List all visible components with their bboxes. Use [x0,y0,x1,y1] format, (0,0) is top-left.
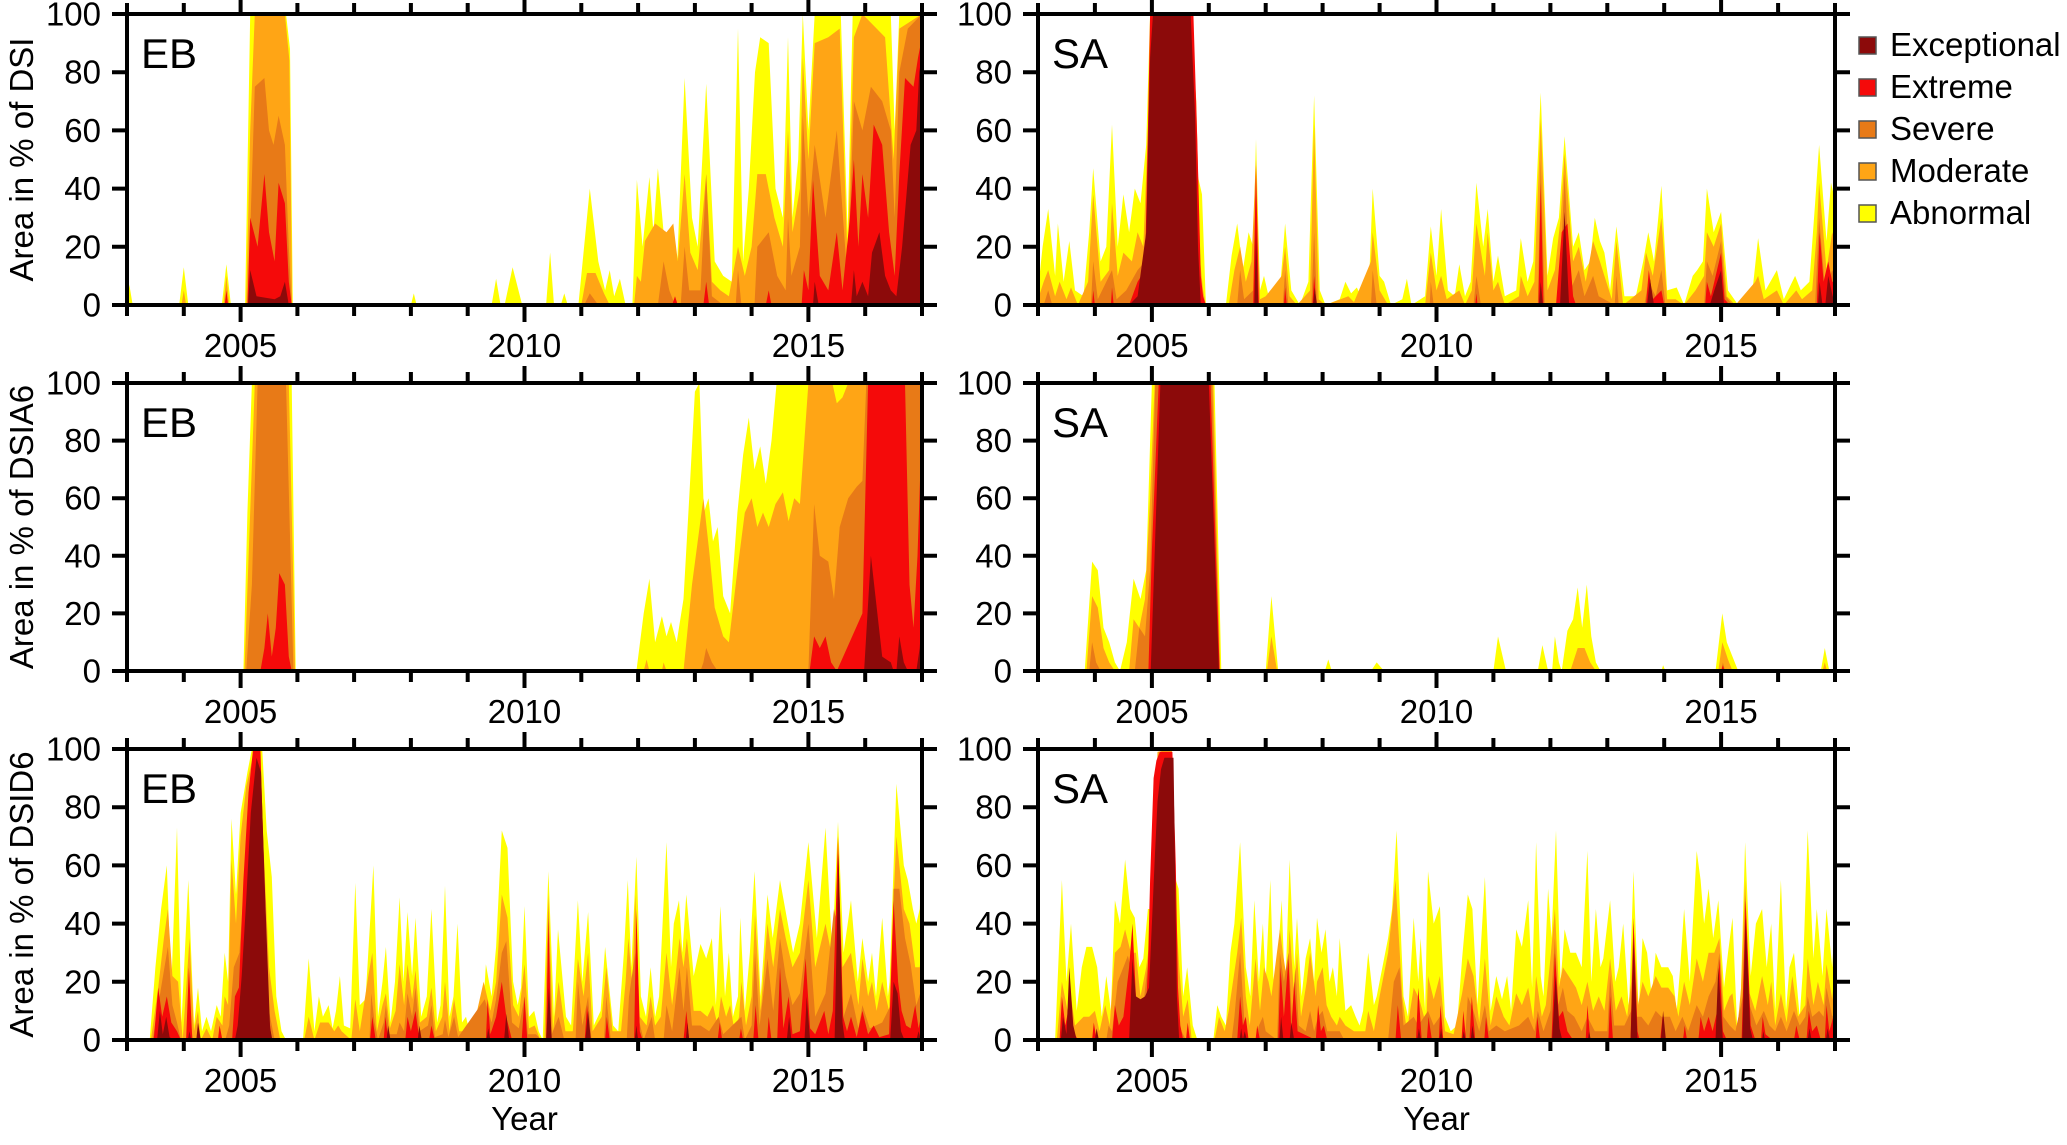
svg-text:Area in % of DSIA6: Area in % of DSIA6 [3,385,40,669]
svg-text:80: 80 [975,789,1012,826]
svg-text:2010: 2010 [1400,327,1473,364]
svg-text:2010: 2010 [488,693,561,730]
svg-text:100: 100 [957,0,1012,33]
svg-text:60: 60 [975,847,1012,884]
svg-text:2010: 2010 [488,327,561,364]
svg-text:2010: 2010 [1400,1062,1473,1099]
svg-text:2015: 2015 [772,693,845,730]
svg-text:Year: Year [491,1100,558,1137]
svg-text:2005: 2005 [204,693,277,730]
svg-text:2015: 2015 [1684,327,1757,364]
svg-text:40: 40 [64,170,101,207]
svg-text:40: 40 [975,170,1012,207]
svg-text:80: 80 [975,422,1012,459]
svg-text:2005: 2005 [204,1062,277,1099]
svg-text:40: 40 [975,537,1012,574]
svg-text:2010: 2010 [488,1062,561,1099]
svg-text:40: 40 [64,537,101,574]
svg-text:60: 60 [64,847,101,884]
svg-text:60: 60 [64,480,101,517]
svg-text:80: 80 [64,54,101,91]
svg-text:20: 20 [64,228,101,265]
svg-text:Area in % of DSID6: Area in % of DSID6 [3,751,40,1037]
svg-text:60: 60 [975,112,1012,149]
svg-text:EB: EB [141,399,197,446]
svg-text:0: 0 [994,1022,1012,1059]
svg-text:20: 20 [975,963,1012,1000]
svg-text:100: 100 [46,731,101,768]
svg-text:2015: 2015 [772,327,845,364]
svg-text:20: 20 [975,595,1012,632]
svg-text:20: 20 [64,963,101,1000]
svg-text:0: 0 [994,287,1012,324]
svg-text:80: 80 [64,789,101,826]
svg-text:2005: 2005 [204,327,277,364]
svg-text:60: 60 [975,480,1012,517]
svg-text:Area in % of DSI: Area in % of DSI [3,38,40,282]
svg-text:0: 0 [83,653,101,690]
svg-text:2015: 2015 [1684,693,1757,730]
svg-text:40: 40 [975,905,1012,942]
svg-text:80: 80 [975,54,1012,91]
svg-text:SA: SA [1052,399,1108,446]
svg-text:80: 80 [64,422,101,459]
svg-text:0: 0 [83,287,101,324]
svg-text:SA: SA [1052,30,1108,77]
svg-text:100: 100 [46,0,101,33]
svg-text:100: 100 [957,365,1012,402]
svg-text:2010: 2010 [1400,693,1473,730]
svg-text:EB: EB [141,30,197,77]
svg-text:2015: 2015 [1684,1062,1757,1099]
svg-text:EB: EB [141,765,197,812]
svg-text:Abnormal: Abnormal [1890,194,2031,231]
svg-text:SA: SA [1052,765,1108,812]
svg-text:0: 0 [83,1022,101,1059]
svg-text:2015: 2015 [772,1062,845,1099]
svg-text:2005: 2005 [1115,693,1188,730]
svg-text:40: 40 [64,905,101,942]
svg-text:Severe: Severe [1890,110,1995,147]
svg-text:0: 0 [994,653,1012,690]
svg-text:2005: 2005 [1115,327,1188,364]
svg-text:20: 20 [975,228,1012,265]
svg-text:100: 100 [46,365,101,402]
svg-text:60: 60 [64,112,101,149]
svg-text:Year: Year [1403,1100,1470,1137]
svg-text:Moderate: Moderate [1890,152,2029,189]
svg-text:100: 100 [957,731,1012,768]
svg-text:20: 20 [64,595,101,632]
svg-text:Extreme: Extreme [1890,68,2013,105]
svg-text:Exceptional: Exceptional [1890,26,2061,63]
svg-text:2005: 2005 [1115,1062,1188,1099]
